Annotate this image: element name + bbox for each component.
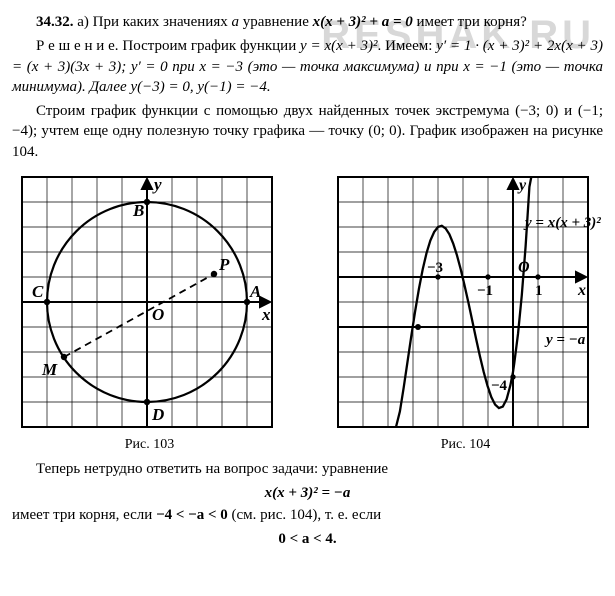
problem-statement: 34.32. а) При каких значениях a уравнени… (12, 12, 603, 32)
s1eq: y = x(x + 3)² (300, 38, 377, 54)
c2a: имеет три корня, если (12, 507, 156, 523)
s1b: . Имеем: (378, 38, 437, 54)
page-content: 34.32. а) При каких значениях a уравнени… (12, 12, 603, 550)
label-O: O (152, 305, 164, 324)
conclusion-2: имеет три корня, если −4 < −a < 0 (см. р… (12, 505, 603, 525)
label-m3: −3 (427, 260, 443, 276)
label-y2: y (517, 177, 527, 194)
figure-103: y x O A B C D M P Рис. 103 (12, 172, 287, 455)
problem-part: а) (77, 14, 89, 30)
q-pre: При каких значениях (93, 14, 232, 30)
q-mid: уравнение (239, 14, 313, 30)
q-var: a (231, 14, 239, 30)
conclusion-1: Теперь нетрудно ответить на вопрос задач… (12, 459, 603, 479)
label-m4: −4 (491, 378, 508, 394)
conclusion-eq: x(x + 3)² = −a (12, 483, 603, 503)
solution-p1: Р е ш е н и е. Построим график функции y… (12, 36, 603, 97)
s1a: Построим график функции (122, 38, 300, 54)
fig103-caption: Рис. 103 (12, 436, 287, 455)
figures-row: y x O A B C D M P Рис. 103 (12, 172, 603, 455)
label-P: P (218, 255, 230, 274)
label-hline: y = −a (544, 332, 586, 348)
problem-number: 34.32. (36, 14, 74, 30)
q-post: имеет три корня? (413, 14, 527, 30)
answer: 0 < a < 4. (12, 529, 603, 549)
sol-heading: Р е ш е н и е. (36, 38, 119, 54)
label-x2: x (577, 282, 586, 299)
label-m1: −1 (477, 283, 493, 299)
label-O2: O (518, 259, 530, 276)
label-C: C (32, 282, 44, 301)
label-A: A (249, 282, 261, 301)
fig104-caption: Рис. 104 (328, 436, 603, 455)
fig103-svg: y x O A B C D M P (12, 172, 287, 432)
figure-104: y x O −3 −1 1 −4 y = x(x + 3)² y = −a Ри… (328, 172, 603, 455)
label-curve: y = x(x + 3)² (523, 215, 601, 231)
c2c: (см. рис. 104), т. е. если (228, 507, 381, 523)
label-B: B (132, 201, 144, 220)
fig104-svg: y x O −3 −1 1 −4 y = x(x + 3)² y = −a (328, 172, 603, 432)
q-eq: x(x + 3)² + a = 0 (313, 14, 413, 30)
label-x: x (261, 305, 271, 324)
label-p1: 1 (535, 283, 543, 299)
label-M: M (41, 360, 58, 379)
c2b: −4 < −a < 0 (156, 507, 228, 523)
label-y: y (152, 175, 162, 194)
solution-p2: Строим график функции с помощью двух най… (12, 101, 603, 162)
label-D: D (151, 405, 164, 424)
